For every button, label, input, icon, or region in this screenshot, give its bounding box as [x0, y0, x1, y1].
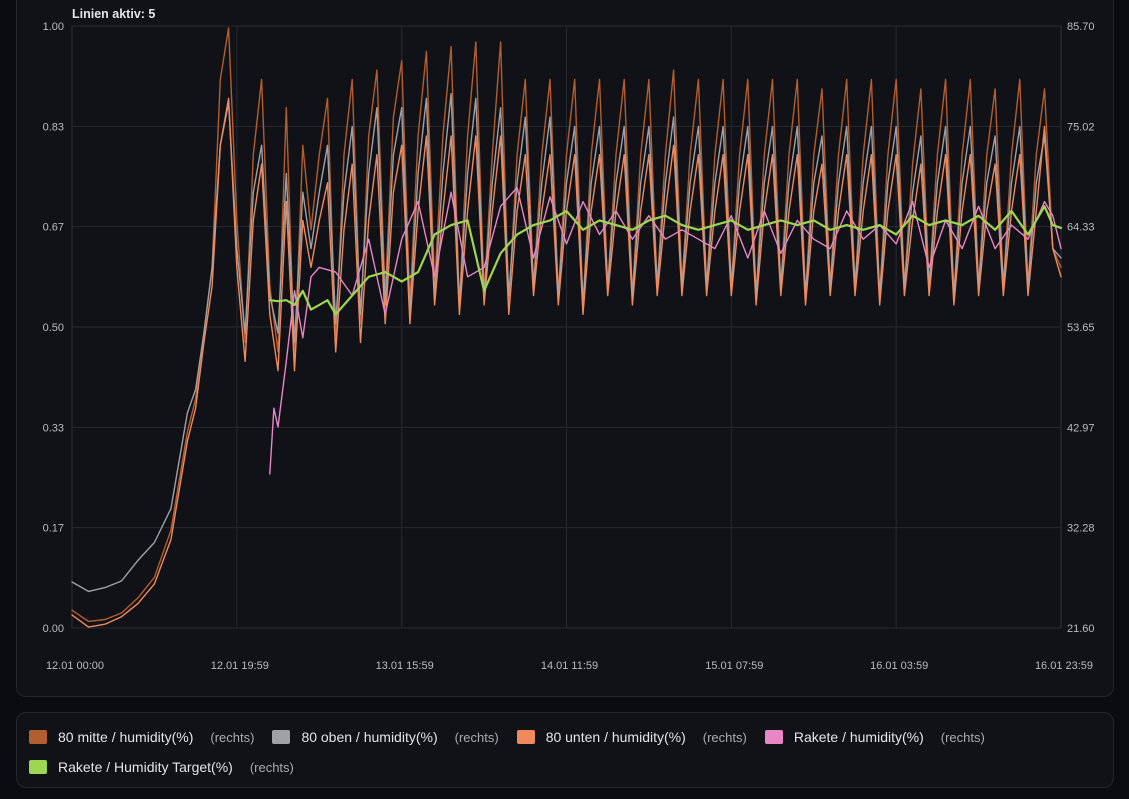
legend-item-rakete-humidity-target[interactable]: Rakete / Humidity Target(%) (rechts): [29, 759, 294, 775]
legend-label: 80 oben / humidity(%): [301, 729, 438, 745]
legend-item-80-unten[interactable]: 80 unten / humidity(%) (rechts): [516, 729, 747, 745]
left-axis-tick-label: 0.00: [43, 623, 64, 635]
x-axis-tick-label: 12.01 19:59: [211, 660, 269, 672]
right-axis-tick-label: 64.33: [1067, 222, 1095, 234]
legend-axis-label: (rechts): [454, 729, 499, 745]
series-line-80-oben-humidity: [71, 92, 1062, 593]
series-color-swatch: [764, 730, 783, 744]
legend-row: 80 mitte / humidity(%) (rechts) 80 oben …: [29, 729, 1003, 745]
left-axis-tick-label: 0.83: [43, 121, 64, 133]
right-axis-tick-label: 53.65: [1067, 322, 1095, 334]
series-line-rakete-humidity: [269, 186, 1062, 475]
active-lines-label: Linien aktiv: 5: [72, 7, 155, 21]
legend-item-80-mitte[interactable]: 80 mitte / humidity(%) (rechts): [29, 729, 254, 745]
legend-axis-label: (rechts): [210, 729, 255, 745]
series-color-swatch: [516, 730, 535, 744]
left-axis-tick-label: 0.17: [43, 523, 64, 535]
x-axis-tick-label: 16.01 03:59: [870, 660, 928, 672]
legend-item-rakete-humidity[interactable]: Rakete / humidity(%) (rechts): [764, 729, 985, 745]
right-axis-tick-label: 75.02: [1067, 121, 1095, 133]
x-axis-tick-label: 16.01 23:59: [1035, 660, 1093, 672]
legend-axis-label: (rechts): [702, 729, 747, 745]
x-axis-tick-label: 13.01 15:59: [376, 660, 434, 672]
legend-item-80-oben[interactable]: 80 oben / humidity(%) (rechts): [272, 729, 499, 745]
series-line-80-unten-humidity: [71, 97, 1062, 628]
legend-axis-label: (rechts): [249, 759, 294, 775]
chart-panel: Linien aktiv: 5 1.00 0.83 0.67 0.50 0.33 0.17…: [16, 0, 1114, 697]
legend-axis-label: (rechts): [940, 729, 985, 745]
left-axis-tick-label: 0.67: [43, 222, 64, 234]
legend-label: 80 unten / humidity(%): [545, 729, 686, 745]
left-axis-tick-label: 0.50: [43, 322, 64, 334]
legend-label: Rakete / Humidity Target(%): [58, 759, 233, 775]
legend: 80 mitte / humidity(%) (rechts) 80 oben …: [16, 712, 1114, 788]
right-axis-tick-label: 85.70: [1067, 21, 1095, 33]
series-line-rakete-humidity-target: [268, 205, 1063, 316]
series-color-swatch: [29, 760, 47, 774]
series-color-swatch: [29, 730, 47, 744]
legend-row: Rakete / Humidity Target(%) (rechts): [29, 759, 312, 775]
right-axis-tick-label: 42.97: [1067, 422, 1095, 434]
series-color-swatch: [272, 730, 291, 744]
right-axis-tick-label: 32.28: [1067, 523, 1095, 535]
legend-label: 80 mitte / humidity(%): [58, 729, 194, 745]
left-axis-tick-label: 0.33: [43, 422, 64, 434]
chart-svg[interactable]: Linien aktiv: 5 1.00 0.83 0.67 0.50 0.33 0.17…: [17, 0, 1115, 697]
left-axis-tick-label: 1.00: [43, 21, 64, 33]
x-axis-tick-label: 15.01 07:59: [705, 660, 763, 672]
x-axis-tick-label: 12.01 00:00: [46, 660, 104, 672]
x-axis-tick-label: 14.01 11:59: [541, 660, 598, 672]
right-axis-tick-label: 21.60: [1067, 623, 1095, 635]
legend-label: Rakete / humidity(%): [793, 729, 924, 745]
